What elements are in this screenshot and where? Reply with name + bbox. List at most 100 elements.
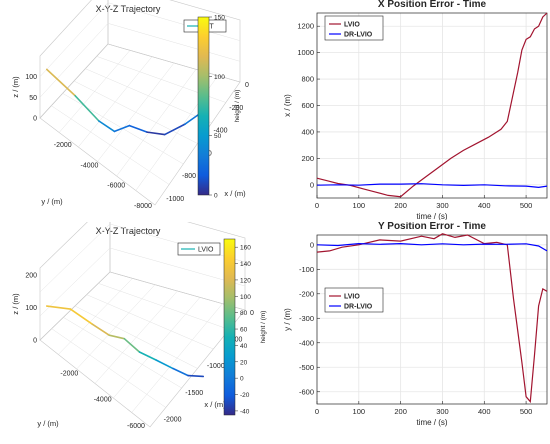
y-tick-label: -8000 bbox=[134, 203, 152, 210]
colorbar-tick-label: 0 bbox=[214, 193, 218, 200]
colorbar-tick-label: 80 bbox=[240, 310, 248, 317]
x-tick-label: 300 bbox=[436, 407, 449, 416]
trajectory-segment bbox=[45, 68, 76, 97]
x-tick-label: -2000 bbox=[164, 416, 182, 423]
colorbar-tick-label: 20 bbox=[240, 359, 248, 366]
x-axis-label: time / (s) bbox=[416, 418, 447, 427]
y-tick-label: -6000 bbox=[127, 423, 145, 430]
z-tick-label: 100 bbox=[25, 74, 37, 81]
y-tick-label: -6000 bbox=[107, 183, 125, 190]
colorbar-tick-label: 100 bbox=[214, 74, 225, 81]
y-tick-label: -200 bbox=[299, 289, 314, 298]
z-tick-label: 50 bbox=[29, 95, 37, 102]
trajectory-segment bbox=[108, 334, 126, 340]
legend-label: DR-LVIO bbox=[344, 304, 373, 311]
y-tick-label: 0 bbox=[310, 240, 314, 249]
colorbar bbox=[223, 238, 236, 416]
z-tick-label: 0 bbox=[33, 338, 37, 345]
trajectory-segment bbox=[69, 308, 94, 325]
colorbar-tick-label: 60 bbox=[240, 327, 248, 334]
wall-gridline bbox=[109, 223, 246, 263]
colorbar-tick-label: 100 bbox=[240, 294, 251, 301]
y-axis-label: y / (m) bbox=[283, 308, 292, 331]
floor-gridline bbox=[98, 283, 230, 330]
trajectory-segment bbox=[91, 323, 110, 337]
y-error-chart: Y Position Error - Time 0 100 200 300 400 500 -… bbox=[283, 221, 548, 427]
x-tick-label: -1500 bbox=[185, 390, 203, 397]
x-tick-label: 0 bbox=[250, 310, 254, 317]
x-tick-label: -400 bbox=[214, 128, 228, 135]
x-axis-label: x / (m) bbox=[224, 189, 246, 198]
y-tick-label: -100 bbox=[299, 265, 314, 274]
colorbar-tick-label: -20 bbox=[240, 392, 250, 399]
chart-title: X Position Error - Time bbox=[378, 0, 487, 10]
x-error-chart: X Position Error - Time 0 100 200 300 400 500 0… bbox=[283, 0, 548, 221]
legend-label: LVIO bbox=[198, 247, 214, 254]
y-tick-label: 200 bbox=[301, 154, 314, 163]
y-tick-label: 400 bbox=[301, 127, 314, 136]
trajectory-segment bbox=[74, 94, 100, 122]
trajectory-segment bbox=[123, 337, 141, 353]
y-tick-label: 1200 bbox=[297, 22, 314, 31]
x-tick-label: -1000 bbox=[166, 196, 184, 203]
x-tick-label: -1000 bbox=[207, 363, 225, 370]
wall-gridline bbox=[109, 247, 246, 287]
colorbar-tick-label: 0 bbox=[240, 376, 244, 383]
legend-box bbox=[324, 287, 384, 313]
chart-title: X-Y-Z Trajectory bbox=[96, 226, 161, 236]
y-tick-label: -2000 bbox=[54, 142, 72, 149]
y-tick-label: 0 bbox=[310, 180, 314, 189]
colorbar-tick-label: 140 bbox=[240, 261, 251, 268]
x-tick-label: 100 bbox=[353, 407, 366, 416]
plot-frame bbox=[316, 234, 548, 405]
trajectory-segment bbox=[187, 374, 205, 378]
chart-title: Y Position Error - Time bbox=[378, 222, 486, 232]
x-axis-label: x / (m) bbox=[204, 400, 226, 409]
y-error-panel: Y Position Error - Time 0 100 200 300 400 500 -… bbox=[275, 221, 550, 439]
x-tick-label: 0 bbox=[315, 201, 319, 210]
trajectory-3d-lvio-chart: X-Y-Z Trajectory 0 100 200 z / (m) -2000 -40 0 0… bbox=[11, 199, 267, 430]
x-tick-label: 400 bbox=[478, 407, 491, 416]
wall-gridline bbox=[39, 2, 109, 77]
z-axis-label: z / (m) bbox=[11, 76, 20, 98]
y-tick-label: -600 bbox=[299, 387, 314, 396]
series-line-dr-lvio bbox=[316, 242, 548, 252]
floor-gridline bbox=[74, 305, 198, 369]
trajectory-3d-lvio-panel: X-Y-Z Trajectory 0 100 200 z / (m) -2000 -40 0 0… bbox=[0, 199, 275, 439]
legend-label: DR-LVIO bbox=[344, 32, 373, 39]
plot-frame bbox=[316, 12, 548, 199]
colorbar-tick-label: 120 bbox=[240, 277, 251, 284]
y-tick-label: -300 bbox=[299, 314, 314, 323]
z-tick-label: 200 bbox=[25, 273, 37, 280]
trajectory-segment bbox=[128, 124, 148, 133]
back-wall-left bbox=[39, 0, 109, 119]
z-axis-label: z / (m) bbox=[11, 293, 20, 315]
y-tick-label: 600 bbox=[301, 101, 314, 110]
y-tick-label: 800 bbox=[301, 75, 314, 84]
x-tick-label: 0 bbox=[245, 82, 249, 89]
trajectory-segment bbox=[138, 351, 158, 361]
colorbar-tick-label: -40 bbox=[240, 408, 250, 415]
x-tick-label: 500 bbox=[520, 407, 533, 416]
series-line-lvio bbox=[316, 233, 548, 404]
trajectory-3d-gt-panel: X-Y-Z Trajectory 0 50 100 z / (m) -2000 -400 0 -… bbox=[0, 0, 275, 215]
chart-title: X-Y-Z Trajectory bbox=[96, 4, 161, 14]
x-tick-label: 0 bbox=[315, 407, 319, 416]
trajectory-segment bbox=[172, 367, 189, 377]
colorbar-tick-label: 160 bbox=[240, 245, 251, 252]
trajectory-segment bbox=[98, 120, 116, 133]
trajectory-segment bbox=[113, 124, 131, 133]
trajectory-segment bbox=[45, 305, 72, 310]
x-tick-label: 200 bbox=[394, 407, 407, 416]
legend-box bbox=[177, 242, 221, 256]
y-axis-label: y / (m) bbox=[37, 419, 59, 428]
wall-gridline bbox=[107, 23, 241, 62]
y-tick-label: -2000 bbox=[60, 370, 78, 377]
x-tick-label: 400 bbox=[478, 201, 491, 210]
y-axis-label: y / (m) bbox=[41, 197, 63, 206]
legend-label: LVIO bbox=[344, 22, 360, 29]
y-tick-label: -400 bbox=[299, 338, 314, 347]
legend-box bbox=[324, 15, 384, 41]
y-tick-label: 1000 bbox=[297, 48, 314, 57]
x-tick-label: 500 bbox=[520, 201, 533, 210]
